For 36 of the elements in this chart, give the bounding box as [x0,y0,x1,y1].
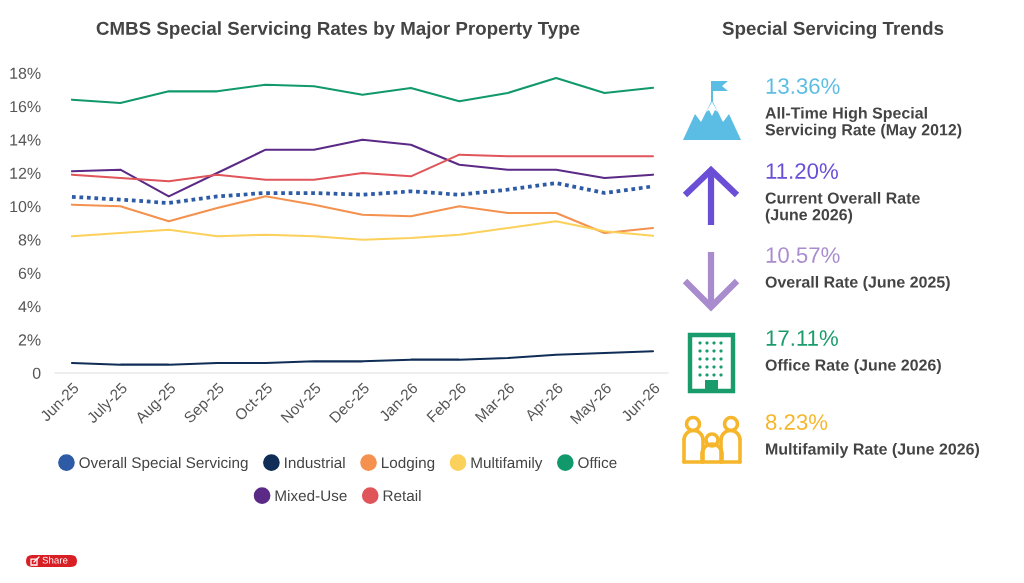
y-tick-label: 4% [18,301,41,313]
legend-label: Industrial [285,456,345,469]
text: Special Servicing Trends [722,21,944,39]
text: 10.57% [766,247,840,263]
text: 17.11% [766,330,838,346]
text: Share [42,556,68,564]
text: Office Rate (June 2026) [765,359,941,374]
y-tick-label: 6% [18,267,41,279]
line-series [70,350,655,366]
text: Overall Rate (June 2025) [765,276,950,291]
legend-label: Mixed-Use [275,489,347,502]
legend-label: Retail [383,489,421,502]
y-tick-label: 10% [10,200,41,213]
y-tick-label: 14% [10,134,41,146]
line-series [70,153,655,183]
text: 13.36% [766,78,840,94]
text: Current Overall Rate (June 2026) [765,192,920,224]
chart-title: CMBS Special Servicing Rates by Major Property Type [96,21,580,39]
legend-label: Office [578,456,617,469]
legend-label: Lodging [382,456,435,472]
text: 11.20% [766,163,838,179]
line-series [70,76,655,105]
line-series [70,195,655,235]
text: All-Time High Special Servicing Rate (May 2012) [765,107,962,139]
y-tick-label: 12% [10,167,41,179]
line-series [70,220,655,241]
y-tick-label: 8% [18,234,41,246]
line-series [70,138,655,198]
legend-label: Overall Special Servicing [79,456,248,472]
y-tick-label: 18% [10,67,41,79]
y-tick-label: 2% [18,334,41,346]
y-tick-label: 16% [10,100,41,113]
text: Multifamily Rate (June 2026) [766,443,979,458]
y-tick-label: 0 [32,367,41,379]
legend-label: Multifamily [471,456,543,472]
text: 8.23% [765,414,828,430]
